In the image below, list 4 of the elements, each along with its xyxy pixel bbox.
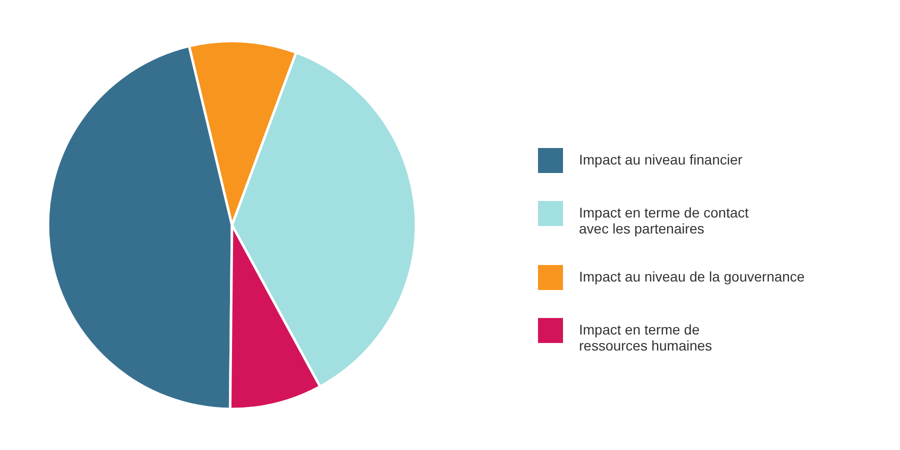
legend-label: Impact en terme de contact avec les partenaires bbox=[579, 204, 749, 236]
legend-label: Impact au niveau financier bbox=[579, 152, 743, 168]
legend-label: Impact en terme de ressources humaines bbox=[579, 322, 712, 354]
legend-label: Impact au niveau de la gouvernance bbox=[579, 268, 805, 284]
